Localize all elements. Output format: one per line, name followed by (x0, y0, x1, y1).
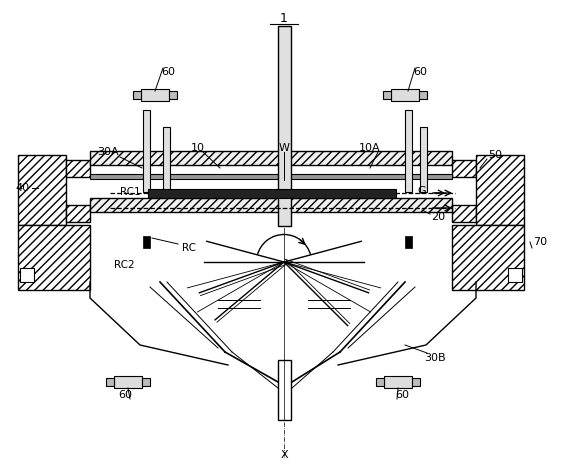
Text: RC: RC (182, 243, 196, 253)
Text: 50: 50 (488, 150, 502, 160)
Bar (133, 91, 141, 99)
Polygon shape (18, 155, 66, 225)
Text: W: W (278, 143, 290, 153)
Polygon shape (66, 160, 90, 177)
Bar (278, 26, 291, 226)
Bar (163, 127, 170, 192)
Text: 60: 60 (118, 390, 132, 400)
Bar (508, 268, 522, 282)
Bar (90, 174, 452, 179)
Polygon shape (452, 205, 476, 222)
Polygon shape (452, 225, 524, 290)
Text: RC2: RC2 (114, 260, 135, 270)
Bar (141, 89, 169, 101)
Bar (420, 127, 427, 192)
Polygon shape (18, 225, 90, 290)
Polygon shape (476, 155, 524, 225)
Text: X: X (280, 450, 288, 460)
Bar (419, 91, 427, 99)
Text: 40: 40 (15, 183, 29, 193)
Bar (106, 378, 114, 386)
Bar (278, 360, 291, 420)
Bar (384, 376, 412, 388)
Bar (405, 236, 412, 248)
Text: 60: 60 (161, 67, 175, 77)
Text: 1: 1 (280, 11, 288, 24)
Text: 30A: 30A (97, 147, 119, 157)
Text: G: G (417, 186, 427, 196)
Text: 60: 60 (395, 390, 409, 400)
Bar (405, 110, 412, 192)
Bar (142, 378, 150, 386)
Polygon shape (452, 160, 476, 177)
Bar (143, 110, 150, 192)
Bar (169, 91, 177, 99)
Bar (376, 378, 384, 386)
Bar (412, 378, 420, 386)
Text: 60: 60 (413, 67, 427, 77)
Text: 10: 10 (191, 143, 205, 153)
Bar (143, 236, 150, 248)
Bar (383, 91, 391, 99)
Polygon shape (66, 205, 90, 222)
Bar (114, 376, 142, 388)
Text: RC1: RC1 (120, 187, 141, 197)
Text: 70: 70 (533, 237, 547, 247)
Bar (90, 202, 452, 207)
Text: 20: 20 (431, 212, 445, 222)
Bar (90, 151, 452, 165)
Bar (148, 189, 396, 198)
Bar (20, 268, 34, 282)
Bar (391, 89, 419, 101)
Text: 30B: 30B (424, 353, 446, 363)
Text: 10A: 10A (359, 143, 381, 153)
Bar (90, 198, 452, 212)
